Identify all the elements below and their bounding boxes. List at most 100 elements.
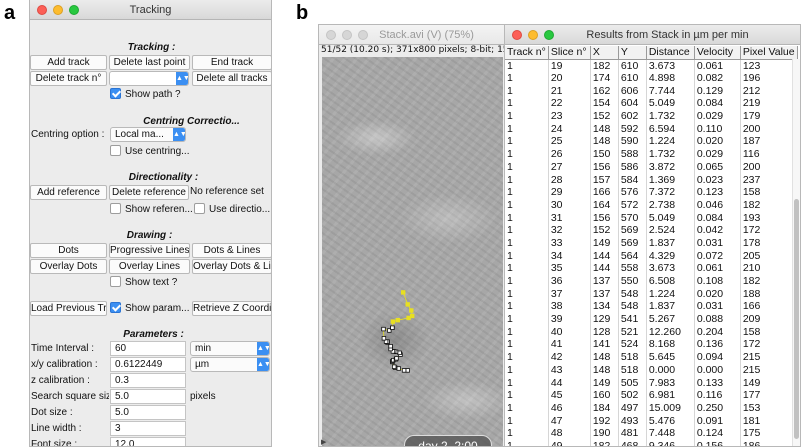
- show-path-checkbox[interactable]: Show path ?: [110, 88, 181, 101]
- table-cell: 200: [740, 122, 798, 136]
- column-header[interactable]: Distance: [646, 46, 695, 60]
- track-number-select[interactable]: ▲▼: [109, 71, 189, 86]
- overlay-dots-button[interactable]: Overlay Dots: [30, 259, 107, 274]
- table-row[interactable]: 1 47 192 493 5.476 0.091 181: [505, 414, 798, 427]
- table-row[interactable]: 1 28 157 584 1.369 0.023 237: [505, 173, 798, 186]
- table-row[interactable]: 1 34 144 564 4.329 0.072 205: [505, 249, 798, 262]
- column-header[interactable]: X: [590, 46, 619, 60]
- table-row[interactable]: 1 45 160 502 6.981 0.116 177: [505, 388, 798, 402]
- xy-unit-select[interactable]: µm ▲▼: [190, 357, 270, 372]
- overlay-dots-lines-button[interactable]: Overlay Dots & Li...: [192, 259, 272, 274]
- column-header[interactable]: Track n°: [505, 46, 549, 60]
- table-row[interactable]: 1 23 152 602 1.732 0.029 179: [505, 109, 798, 123]
- table-cell: 3.673: [646, 262, 695, 275]
- use-directionality-checkbox[interactable]: Use directio...: [194, 203, 270, 216]
- zoom-window-icon[interactable]: [358, 30, 368, 40]
- table-row[interactable]: 1 35 144 558 3.673 0.061 210: [505, 262, 798, 275]
- time-unit-select[interactable]: min ▲▼: [190, 341, 270, 356]
- dots-and-lines-button[interactable]: Dots & Lines: [192, 243, 271, 258]
- table-row[interactable]: 1 22 154 604 5.049 0.084 219: [505, 97, 798, 110]
- table-cell: 150: [590, 147, 619, 161]
- close-window-icon[interactable]: [512, 30, 522, 40]
- overlay-lines-button[interactable]: Overlay Lines: [109, 259, 190, 274]
- table-row[interactable]: 1 41 141 524 8.168 0.136 172: [505, 338, 798, 351]
- table-row[interactable]: 1 30 164 572 2.738 0.046 182: [505, 198, 798, 212]
- delete-track-n-button[interactable]: Delete track n°: [30, 71, 107, 86]
- table-row[interactable]: 1 46 184 497 15.009 0.250 153: [505, 401, 798, 415]
- close-window-icon[interactable]: [37, 5, 47, 15]
- table-row[interactable]: 1 36 137 550 6.508 0.108 182: [505, 274, 798, 288]
- table-row[interactable]: 1 24 148 592 6.594 0.110 200: [505, 122, 798, 136]
- table-row[interactable]: 1 29 166 576 7.372 0.123 158: [505, 185, 798, 199]
- table-cell: 7.372: [646, 185, 695, 199]
- xy-calibration-input[interactable]: 0.6122449: [110, 357, 186, 372]
- results-table[interactable]: Track n° Slice n° X Y Distance Velocity Pixel …: [505, 46, 798, 446]
- table-cell: 550: [618, 274, 647, 288]
- scrollbar-thumb[interactable]: [794, 199, 799, 439]
- column-header[interactable]: Y: [618, 46, 647, 60]
- end-track-button[interactable]: End track: [192, 55, 271, 70]
- table-cell: 521: [618, 325, 647, 339]
- use-centring-checkbox[interactable]: Use centring...: [110, 145, 189, 158]
- table-row[interactable]: 1 32 152 569 2.524 0.042 172: [505, 223, 798, 237]
- table-row[interactable]: 1 27 156 586 3.872 0.065 200: [505, 160, 798, 174]
- track-point: [392, 364, 397, 369]
- table-row[interactable]: 1 25 148 590 1.224 0.020 187: [505, 135, 798, 148]
- table-row[interactable]: 1 33 149 569 1.837 0.031 178: [505, 236, 798, 250]
- table-cell: 0.000: [646, 363, 695, 377]
- delete-last-point-button[interactable]: Delete last point: [109, 55, 190, 70]
- dots-button[interactable]: Dots: [30, 243, 107, 258]
- retrieve-z-button[interactable]: Retrieve Z Coordi...: [192, 301, 272, 316]
- column-header[interactable]: Pixel Value: [740, 46, 798, 60]
- minimize-window-icon[interactable]: [528, 30, 538, 40]
- dot-size-input[interactable]: 5.0: [110, 405, 186, 420]
- table-row[interactable]: 1 19 182 610 3.673 0.061 123: [505, 59, 798, 72]
- table-cell: 3.673: [646, 59, 695, 72]
- play-triangle-icon[interactable]: ▶: [321, 439, 327, 446]
- table-row[interactable]: 1 26 150 588 1.732 0.029 116: [505, 147, 798, 161]
- font-size-input[interactable]: 12.0: [110, 437, 186, 446]
- line-width-input[interactable]: 3: [110, 421, 186, 436]
- table-cell: 144: [590, 262, 619, 275]
- close-window-icon[interactable]: [326, 30, 336, 40]
- show-reference-checkbox[interactable]: Show referen...: [110, 203, 193, 216]
- table-row[interactable]: 1 44 149 505 7.983 0.133 149: [505, 376, 798, 389]
- vertical-scrollbar[interactable]: [792, 59, 800, 446]
- table-row[interactable]: 1 42 148 518 5.645 0.094 215: [505, 350, 798, 364]
- table-row[interactable]: 1 43 148 518 0.000 0.000 215: [505, 363, 798, 377]
- track-point: [390, 325, 395, 330]
- table-row[interactable]: 1 21 162 606 7.744 0.129 212: [505, 84, 798, 98]
- table-row[interactable]: 1 49 182 468 9.346 0.156 186: [505, 439, 798, 446]
- table-row[interactable]: 1 37 137 548 1.224 0.020 188: [505, 287, 798, 301]
- add-reference-button[interactable]: Add reference: [30, 185, 107, 200]
- zoom-window-icon[interactable]: [69, 5, 79, 15]
- table-cell: 187: [740, 135, 798, 148]
- table-row[interactable]: 1 38 134 548 1.837 0.031 166: [505, 300, 798, 313]
- table-cell: 1.224: [646, 287, 695, 301]
- show-params-checkbox[interactable]: Show param...: [110, 302, 189, 315]
- load-previous-button[interactable]: Load Previous Tr...: [30, 301, 107, 316]
- show-text-checkbox[interactable]: Show text ?: [110, 276, 177, 289]
- table-cell: 200: [740, 160, 798, 174]
- z-calibration-input[interactable]: 0.3: [110, 373, 186, 388]
- progressive-lines-button[interactable]: Progressive Lines: [109, 243, 190, 258]
- table-row[interactable]: 1 20 174 610 4.898 0.082 196: [505, 71, 798, 85]
- add-track-button[interactable]: Add track: [30, 55, 107, 70]
- column-header[interactable]: Slice n°: [548, 46, 591, 60]
- time-interval-input[interactable]: 60: [110, 341, 186, 356]
- table-row[interactable]: 1 31 156 570 5.049 0.084 193: [505, 211, 798, 224]
- table-row[interactable]: 1 40 128 521 12.260 0.204 158: [505, 325, 798, 339]
- centring-option-select[interactable]: Local ma... ▲▼: [110, 127, 186, 142]
- table-cell: 0.065: [694, 160, 741, 174]
- minimize-window-icon[interactable]: [53, 5, 63, 15]
- minimize-window-icon[interactable]: [342, 30, 352, 40]
- search-square-input[interactable]: 5.0: [110, 389, 186, 404]
- z-calibration-label: z calibration :: [31, 375, 90, 386]
- table-row[interactable]: 1 48 190 481 7.448 0.124 175: [505, 426, 798, 440]
- delete-all-tracks-button[interactable]: Delete all tracks: [192, 71, 271, 86]
- microscopy-image[interactable]: day 2, 2:00: [322, 57, 503, 446]
- delete-reference-button[interactable]: Delete reference: [109, 185, 189, 200]
- zoom-window-icon[interactable]: [544, 30, 554, 40]
- column-header[interactable]: Velocity: [694, 46, 741, 60]
- table-row[interactable]: 1 39 129 541 5.267 0.088 209: [505, 312, 798, 326]
